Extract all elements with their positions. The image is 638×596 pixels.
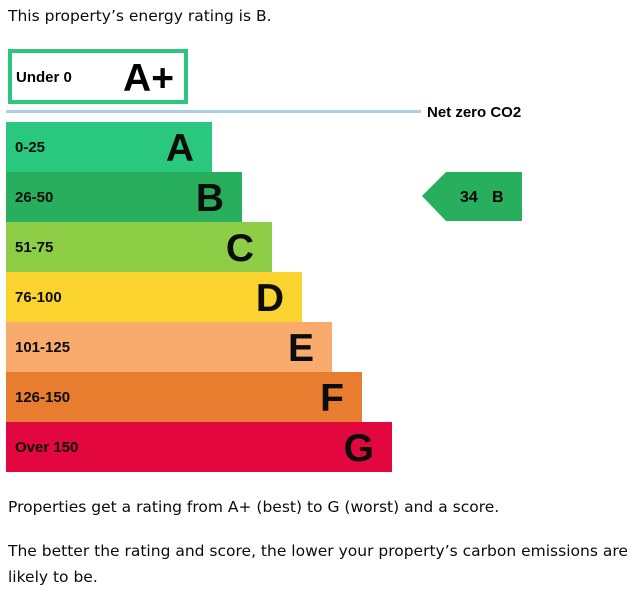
- band-b-letter: B: [196, 177, 224, 220]
- band-c-letter: C: [226, 227, 254, 270]
- band-aplus-letter: A+: [123, 57, 174, 100]
- current-rating-arrow: [422, 172, 522, 221]
- band-b-bar: [6, 172, 242, 222]
- band-g-bar: [6, 422, 392, 472]
- rating-summary: This property’s energy rating is B.: [8, 7, 272, 25]
- emissions-explanation: The better the rating and score, the low…: [8, 542, 628, 586]
- band-aplus-box: [8, 49, 188, 104]
- net-zero-label: Net zero CO2: [427, 104, 521, 121]
- band-f-bar: [6, 372, 362, 422]
- band-aplus-range: Under 0: [16, 69, 72, 86]
- band-a-letter: A: [166, 127, 194, 170]
- band-g-letter: G: [344, 427, 374, 470]
- band-e-bar: [6, 322, 332, 372]
- current-rating-score: 34: [460, 189, 478, 206]
- net-zero: Net zero CO2: [6, 104, 521, 121]
- rating-bands: 0-25 A 26-50 B 51-75 C 76-100 D 101-125 E 126-150 F…: [6, 122, 392, 472]
- band-a-range: 0-25: [15, 139, 45, 156]
- band-d-bar: [6, 272, 302, 322]
- band-c-bar: [6, 222, 272, 272]
- current-rating-letter: B: [492, 189, 504, 206]
- band-d-range: 76-100: [15, 289, 62, 306]
- current-rating-marker: 34 B: [422, 172, 522, 221]
- band-aplus: Under 0 A+: [8, 49, 188, 104]
- band-g-range: Over 150: [15, 439, 78, 456]
- rating-explanation: Properties get a rating from A+ (best) t…: [8, 498, 500, 516]
- band-e-letter: E: [288, 327, 314, 370]
- energy-rating-chart: Under 0 A+ Net zero CO2 0-25 A 26-50 B 51-75…: [6, 49, 522, 472]
- band-e-range: 101-125: [15, 339, 70, 356]
- band-a-bar: [6, 122, 212, 172]
- band-d-letter: D: [256, 277, 284, 320]
- band-f-letter: F: [320, 377, 344, 420]
- band-b-range: 26-50: [15, 189, 53, 206]
- band-f-range: 126-150: [15, 389, 70, 406]
- band-c-range: 51-75: [15, 239, 53, 256]
